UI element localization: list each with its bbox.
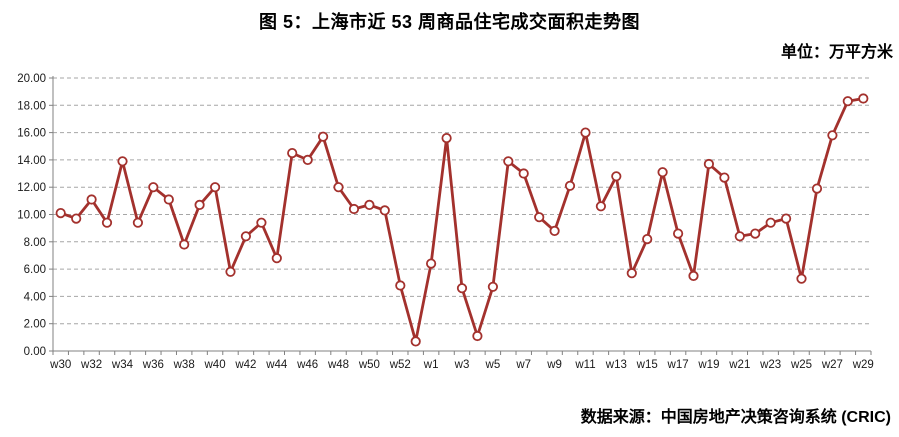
data-point-marker — [271, 253, 282, 264]
y-tick-label: 18.00 — [17, 100, 46, 112]
data-point-marker — [595, 201, 607, 212]
data-point-marker — [503, 156, 514, 167]
data-point-marker — [750, 228, 761, 239]
x-tick-label: w36 — [142, 359, 164, 371]
source-label: 数据来源：中国房地产决策咨询系统 (CRIC) — [580, 409, 891, 426]
chart-title: 图 5：上海市近 53 周商品住宅成交面积走势图 — [258, 12, 641, 32]
x-tick-label: w29 — [852, 359, 874, 371]
data-point-marker — [71, 213, 82, 224]
x-tick-label: w32 — [80, 359, 102, 371]
data-point-marker — [101, 217, 113, 228]
data-point-marker — [564, 180, 576, 191]
data-point-marker — [225, 266, 236, 277]
data-point-marker — [472, 330, 483, 342]
data-point-marker — [842, 96, 853, 107]
data-point-marker — [333, 182, 344, 193]
data-point-marker — [179, 239, 190, 250]
y-tick-label: 14.00 — [17, 155, 46, 167]
data-point-marker — [240, 231, 251, 242]
data-point-marker — [765, 217, 776, 228]
data-point-marker — [642, 234, 653, 245]
x-tick-label: w17 — [667, 359, 689, 371]
data-point-marker — [487, 281, 498, 292]
data-point-marker — [256, 217, 267, 228]
y-tick-label: 16.00 — [17, 128, 46, 140]
data-point-marker — [86, 194, 97, 205]
x-tick-label: w52 — [389, 359, 411, 371]
x-tick-label: w19 — [697, 359, 719, 371]
x-tick-label: w48 — [327, 359, 349, 371]
x-tick-label: w50 — [358, 359, 380, 371]
x-tick-label: w30 — [49, 359, 71, 371]
x-tick-label: w11 — [574, 359, 595, 371]
data-point-marker — [55, 208, 66, 219]
x-tick-label: w23 — [759, 359, 781, 371]
x-tick-label: w5 — [485, 359, 501, 371]
data-point-marker — [719, 172, 730, 183]
x-tick-label: w44 — [265, 359, 288, 371]
data-point-marker — [811, 183, 823, 194]
x-tick-label: w9 — [546, 359, 562, 371]
x-tick-label: w15 — [636, 359, 658, 371]
data-point-marker — [425, 258, 437, 269]
x-tick-label: w13 — [605, 359, 627, 371]
data-point-marker — [148, 182, 159, 193]
y-tick-label: 6.00 — [24, 264, 46, 276]
x-tick-label: w3 — [454, 359, 470, 371]
y-tick-label: 10.00 — [17, 210, 46, 222]
data-point-marker — [657, 167, 668, 178]
x-tick-label: w34 — [111, 359, 134, 371]
data-point-marker — [302, 154, 313, 165]
unit-label: 单位：万平方米 — [780, 44, 893, 61]
x-tick-label: w1 — [423, 359, 439, 371]
y-tick-label: 0.00 — [24, 346, 46, 358]
data-point-marker — [796, 273, 807, 284]
y-tick-label: 2.00 — [24, 319, 46, 331]
data-point-marker — [194, 199, 205, 210]
data-point-marker — [611, 171, 622, 182]
data-point-marker — [317, 131, 329, 142]
data-point-marker — [858, 93, 869, 104]
data-point-marker — [549, 225, 560, 236]
data-point-marker — [734, 231, 745, 242]
x-tick-label: w38 — [173, 359, 195, 371]
data-point-marker — [441, 133, 452, 144]
data-point-marker — [364, 199, 375, 210]
data-point-marker — [780, 213, 792, 224]
x-tick-label: w25 — [790, 359, 812, 371]
data-point-marker — [456, 283, 468, 294]
data-point-marker — [395, 280, 406, 291]
data-point-marker — [703, 158, 715, 170]
y-tick-label: 8.00 — [24, 237, 46, 249]
data-point-marker — [688, 270, 699, 281]
x-tick-label: w40 — [204, 359, 226, 371]
y-tick-label: 4.00 — [24, 291, 46, 303]
data-point-marker — [379, 205, 390, 216]
y-tick-label: 12.00 — [17, 182, 46, 194]
x-tick-label: w42 — [234, 359, 256, 371]
data-point-marker — [580, 127, 591, 138]
data-point-marker — [348, 203, 360, 215]
x-tick-label: w7 — [515, 359, 531, 371]
data-point-marker — [672, 228, 684, 239]
y-tick-label: 20.00 — [17, 73, 46, 85]
data-point-marker — [117, 156, 128, 167]
data-point-marker — [827, 130, 838, 141]
data-point-marker — [410, 336, 421, 347]
x-tick-label: w21 — [728, 359, 750, 371]
data-point-marker — [132, 217, 143, 228]
data-point-marker — [626, 268, 637, 279]
trend-line — [59, 97, 865, 343]
x-tick-label: w27 — [821, 359, 843, 371]
data-point-marker — [534, 212, 545, 223]
data-point-marker — [518, 168, 529, 179]
data-point-marker — [163, 194, 174, 205]
x-tick-label: w46 — [296, 359, 318, 371]
data-point-marker — [210, 182, 221, 193]
data-point-marker — [287, 148, 298, 159]
